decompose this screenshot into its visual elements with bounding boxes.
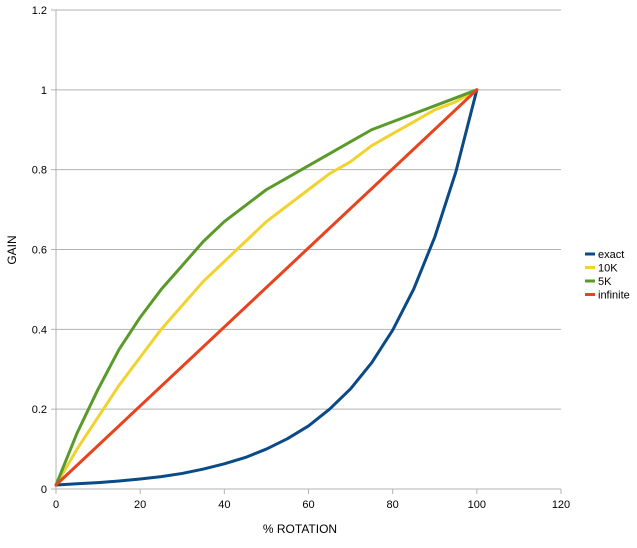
y-tick-label: 1.2: [32, 5, 47, 17]
y-tick-label: 0: [41, 484, 47, 496]
series-line-10k: [54, 88, 479, 487]
legend-label-5k: 5K: [598, 276, 612, 288]
y-tick-label: 1: [41, 85, 47, 97]
series-line-infinite: [54, 88, 479, 487]
series-line-5k: [54, 88, 479, 487]
x-tick-label: 0: [53, 499, 59, 511]
y-axis-title: GAIN: [5, 235, 19, 264]
gridlines: [56, 9, 561, 410]
y-tick-label: 0.6: [32, 245, 47, 257]
x-tick-label: 120: [552, 499, 570, 511]
y-tick-label: 0.4: [32, 324, 47, 336]
x-tick-label: 60: [302, 499, 314, 511]
y-tick-labels: 0 0.2 0.4 0.6 0.8 1 1.2: [32, 5, 47, 496]
x-axis-title: % ROTATION: [263, 522, 337, 536]
legend-label-10k: 10K: [598, 263, 618, 275]
x-tick-label: 20: [134, 499, 146, 511]
y-tick-label: 0.2: [32, 404, 47, 416]
legend-label-infinite: infinite: [598, 290, 630, 302]
x-tick-label: 80: [387, 499, 399, 511]
legend-label-exact: exact: [598, 249, 624, 261]
y-tick-label: 0.8: [32, 165, 47, 177]
data-series: [54, 88, 479, 487]
plot-axes: [51, 9, 562, 494]
series-line-exact: [54, 88, 479, 487]
x-tick-label: 100: [468, 499, 486, 511]
x-tick-labels: 0 20 40 60 80 100 120: [53, 499, 570, 511]
x-tick-label: 40: [218, 499, 230, 511]
